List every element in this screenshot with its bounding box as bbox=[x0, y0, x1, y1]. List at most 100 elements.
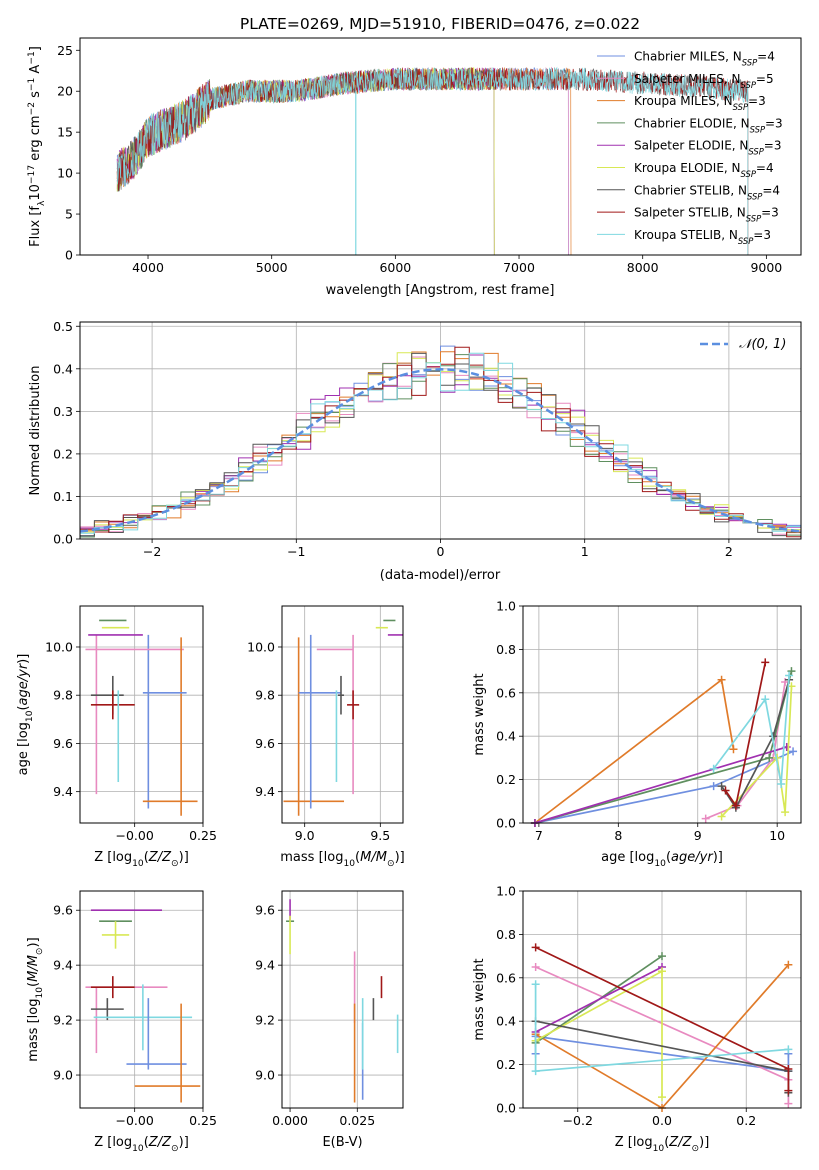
y-tick-label: 0.0 bbox=[53, 532, 73, 547]
errorbar-point-8 bbox=[337, 675, 345, 715]
errorbar-point-9 bbox=[347, 690, 360, 720]
x-tick-label: 0.025 bbox=[339, 1113, 375, 1128]
mass-weight-line-9 bbox=[712, 675, 790, 785]
y-tick-label: 0.2 bbox=[496, 1057, 516, 1072]
x-tick-label: 5000 bbox=[256, 260, 288, 275]
x-tick-label: 8 bbox=[614, 828, 622, 843]
mass-weight-marker bbox=[731, 801, 740, 810]
y-tick-label: 0.6 bbox=[496, 970, 516, 985]
x-tick-label: 0.25 bbox=[189, 1113, 217, 1128]
axes-frame bbox=[79, 321, 802, 540]
y-tick-label: 1.0 bbox=[496, 599, 516, 614]
mass-weight-marker bbox=[531, 980, 540, 989]
spectrum-line-2 bbox=[116, 66, 569, 255]
y-tick-label: 9.6 bbox=[255, 736, 275, 751]
y-tick-label: 9.6 bbox=[53, 736, 73, 751]
y-tick-label: 0.8 bbox=[496, 927, 516, 942]
x-axis-label: age [log10(age/yr)] bbox=[601, 850, 723, 869]
y-tick-label: 0.4 bbox=[496, 1014, 516, 1029]
axes-frame bbox=[79, 605, 204, 824]
mass-weight-marker bbox=[658, 1093, 666, 1102]
y-tick-label: 9.4 bbox=[255, 958, 275, 973]
mass-weight-vs-metallicity-panel: −0.2 0.0 0.2 0.0 0.2 0.4 0.6 0.8 1.0 Z [log10(Z/Z… bbox=[472, 884, 802, 1154]
y-tick-label: 9.8 bbox=[53, 688, 73, 703]
spectrum-line-9 bbox=[116, 66, 749, 255]
y-axis-label: mass weight bbox=[472, 673, 487, 755]
x-axis-label: Z [log10(Z/Z⊙)] bbox=[94, 850, 189, 869]
x-tick-label: 0.000 bbox=[272, 1113, 308, 1128]
mass-weight-marker bbox=[785, 671, 794, 680]
mass-weight-marker bbox=[784, 1045, 793, 1054]
x-tick-label: 0.25 bbox=[189, 828, 217, 843]
mass-weight-marker bbox=[717, 782, 726, 791]
errorbar-point-11 bbox=[90, 690, 135, 720]
age-vs-mass-panel: 9.0 9.5 9.4 9.6 9.8 10.0 mass [log10(M/M⊙)] bbox=[247, 605, 405, 869]
mass-weight-marker bbox=[729, 745, 738, 754]
y-tick-label: 10.0 bbox=[247, 639, 275, 654]
mass-weight-marker bbox=[531, 1067, 540, 1076]
mass-weight-marker bbox=[784, 960, 793, 969]
y-tick-label: 0 bbox=[65, 248, 73, 263]
y-tick-label: 9.6 bbox=[53, 903, 73, 918]
x-tick-label: 9.5 bbox=[370, 828, 390, 843]
y-tick-label: 0.6 bbox=[496, 685, 516, 700]
mass-weight-marker bbox=[777, 779, 786, 788]
y-tick-label: 9.2 bbox=[255, 1013, 275, 1028]
y-tick-label: 9.4 bbox=[53, 784, 73, 799]
mass-weight-line-5 bbox=[534, 746, 787, 824]
y-tick-label: 0.5 bbox=[53, 319, 73, 334]
x-axis-label: wavelength [Angstrom, rest frame] bbox=[326, 283, 555, 298]
mass-weight-marker bbox=[789, 747, 798, 756]
x-tick-label: −0.00 bbox=[116, 828, 154, 843]
mass-vs-metallicity-panel: −0.00 0.25 9.0 9.2 9.4 9.6 Z [log10(Z/Z⊙)] mass… bbox=[26, 890, 217, 1154]
normal-curve bbox=[79, 368, 802, 533]
mass-weight-marker bbox=[717, 675, 726, 684]
mass-weight-marker bbox=[531, 962, 540, 971]
legend-label-2: Salpeter MILES, NSSP=5 bbox=[634, 72, 774, 90]
errorbar-point-7 bbox=[90, 998, 124, 1021]
y-tick-label: 0.1 bbox=[53, 489, 73, 504]
legend-label-6: Kroupa ELODIE, NSSP=4 bbox=[634, 161, 774, 179]
x-tick-label: 2 bbox=[725, 544, 733, 559]
x-tick-label: 0.2 bbox=[736, 1113, 756, 1128]
x-tick-label: 8000 bbox=[627, 260, 659, 275]
mass-weight-marker bbox=[781, 808, 790, 817]
x-tick-label: 9.0 bbox=[295, 828, 315, 843]
x-tick-label: 10 bbox=[769, 828, 785, 843]
y-tick-label: 5 bbox=[65, 207, 73, 222]
mass-weight-marker bbox=[721, 786, 730, 795]
mass-weight-marker bbox=[761, 695, 770, 704]
mass-weight-line-7 bbox=[720, 679, 790, 810]
axes-frame bbox=[79, 890, 204, 1109]
axes-frame bbox=[522, 890, 802, 1109]
y-tick-label: 10.0 bbox=[45, 639, 73, 654]
y-tick-label: 10 bbox=[57, 166, 73, 181]
x-tick-label: −2 bbox=[143, 544, 161, 559]
y-axis-label: mass weight bbox=[472, 958, 487, 1040]
y-tick-label: 0.8 bbox=[496, 642, 516, 657]
errorbar-point-6 bbox=[90, 976, 135, 999]
x-tick-label: −1 bbox=[287, 544, 305, 559]
mass-weight-marker bbox=[709, 764, 718, 773]
axes-frame bbox=[281, 605, 404, 824]
y-tick-label: 9.0 bbox=[53, 1068, 73, 1083]
mass-vs-extinction-panel: 0.000 0.025 9.0 9.2 9.4 9.6 E(B-V) bbox=[255, 890, 404, 1150]
y-tick-label: 0.3 bbox=[53, 404, 73, 419]
y-tick-label: 0.4 bbox=[53, 361, 73, 376]
y-tick-label: 9.4 bbox=[53, 958, 73, 973]
y-axis-label: Flux [fλ10−17 erg cm−2 s−1 A−1] bbox=[27, 46, 47, 247]
mass-weight-line-5 bbox=[535, 966, 663, 1033]
axes-frame bbox=[281, 890, 404, 1109]
x-tick-label: 0.0 bbox=[652, 1113, 672, 1128]
residual-histogram-panel: −2 −1 0 1 2 0.0 0.1 0.2 0.3 0.4 0.5 𝒩(0, 1) (data-mo… bbox=[28, 319, 802, 583]
errorbar-point-8 bbox=[93, 984, 193, 1051]
x-axis-label: Z [log10(Z/Z⊙)] bbox=[94, 1135, 189, 1154]
mass-weight-marker bbox=[658, 967, 666, 976]
y-tick-label: 1.0 bbox=[496, 884, 516, 899]
y-tick-label: 9.6 bbox=[255, 903, 275, 918]
x-tick-label: 4000 bbox=[132, 260, 164, 275]
mass-weight-marker bbox=[765, 753, 774, 762]
mass-weight-marker bbox=[709, 782, 718, 791]
y-tick-label: 9.2 bbox=[53, 1013, 73, 1028]
axes-frame bbox=[522, 605, 802, 824]
